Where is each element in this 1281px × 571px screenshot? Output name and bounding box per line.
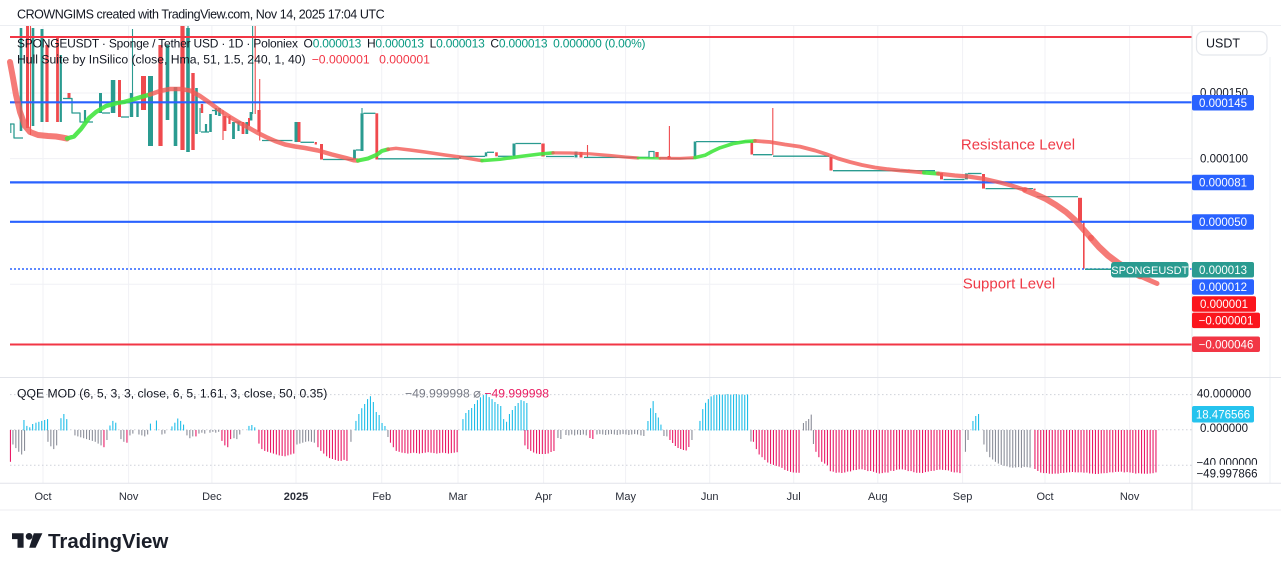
svg-text:Jul: Jul [787, 491, 801, 503]
svg-text:TradingView: TradingView [48, 530, 168, 553]
svg-text:0.000001: 0.000001 [1200, 299, 1248, 311]
svg-text:Nov: Nov [119, 491, 139, 503]
svg-text:Nov: Nov [1120, 491, 1140, 503]
svg-text:0.000013: 0.000013 [1199, 265, 1247, 277]
svg-text:40.000000: 40.000000 [1197, 388, 1251, 400]
svg-text:Jun: Jun [701, 491, 719, 503]
svg-text:Mar: Mar [449, 491, 468, 503]
svg-text:2025: 2025 [284, 491, 308, 503]
svg-text:Hull Suite by InSilico (close,: Hull Suite by InSilico (close, Hma, 51, … [17, 53, 430, 67]
svg-text:Feb: Feb [372, 491, 391, 503]
svg-text:CROWNGIMS created with Trading: CROWNGIMS created with TradingView.com, … [17, 8, 385, 22]
svg-text:Aug: Aug [868, 491, 888, 503]
svg-text:0.000100: 0.000100 [1200, 153, 1248, 165]
svg-text:0.000012: 0.000012 [1199, 282, 1247, 294]
svg-text:May: May [615, 491, 636, 503]
svg-text:QQE MOD (6, 5, 3, 3, close, 6,: QQE MOD (6, 5, 3, 3, close, 6, 5, 1.61, … [17, 387, 327, 401]
svg-text:−0.000001: −0.000001 [1199, 315, 1254, 327]
svg-text:−49.997866: −49.997866 [1196, 469, 1257, 481]
svg-text:Oct: Oct [34, 491, 51, 503]
svg-text:Dec: Dec [202, 491, 222, 503]
svg-text:Sep: Sep [953, 491, 973, 503]
svg-text:0.000050: 0.000050 [1199, 217, 1247, 229]
svg-text:Apr: Apr [535, 491, 552, 503]
svg-text:Support Level: Support Level [963, 276, 1056, 293]
svg-text:0.000000: 0.000000 [1200, 423, 1248, 435]
svg-text:USDT: USDT [1206, 37, 1240, 51]
svg-text:Resistance Level: Resistance Level [961, 137, 1075, 154]
svg-text:18.476566: 18.476566 [1196, 409, 1250, 421]
svg-text:0.000145: 0.000145 [1199, 98, 1247, 110]
svg-text:0.000081: 0.000081 [1199, 178, 1247, 190]
svg-text:−0.000046: −0.000046 [1199, 339, 1254, 351]
svg-text:SPONGEUSDT: SPONGEUSDT [1111, 265, 1188, 277]
svg-text:−49.999998 ⌀ −49.999998: −49.999998 ⌀ −49.999998 [405, 386, 549, 401]
svg-text:SPONGEUSDT · Sponge / Tether U: SPONGEUSDT · Sponge / Tether USD · 1D · … [17, 37, 646, 51]
svg-text:Oct: Oct [1036, 491, 1053, 503]
